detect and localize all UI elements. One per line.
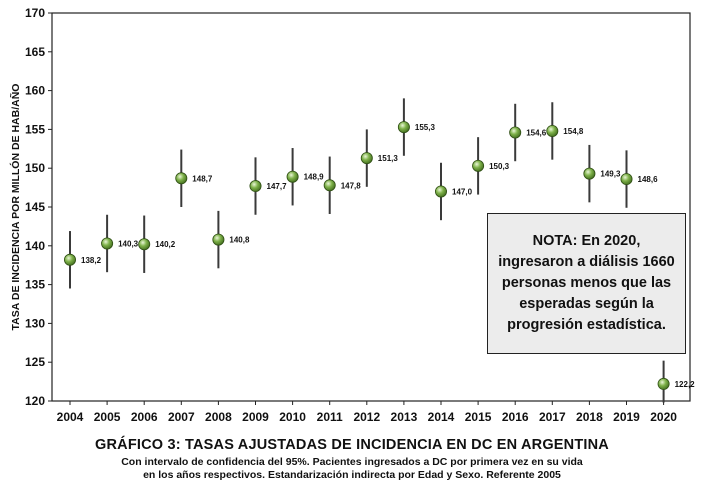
data-point [360,152,373,165]
data-label: 148,9 [304,173,325,182]
data-point [583,167,596,180]
y-tick-label: 120 [25,394,45,408]
x-tick-label: 2014 [428,410,455,424]
data-point [472,159,485,172]
data-point [249,180,262,193]
data-label: 140,8 [229,236,250,245]
chart-title: GRÁFICO 3: TASAS AJUSTADAS DE INCIDENCIA… [95,437,609,453]
data-point [175,172,188,185]
data-label: 148,7 [192,174,213,183]
y-tick-label: 155 [25,122,45,136]
x-tick-label: 2020 [650,410,677,424]
y-axis-label: TASA DE INCIDENCIA POR MILLÓN DE HAB/AÑO [9,84,22,331]
data-label: 138,2 [81,256,102,265]
data-point [286,170,299,183]
data-point [434,185,447,198]
y-tick-label: 165 [25,45,45,59]
y-tick-label: 125 [25,355,45,369]
x-tick-label: 2017 [539,410,566,424]
data-marks: 138,2 140,3 140,2 148,7 140,8 147,7 148,9 147,8… [64,98,696,403]
data-label: 155,3 [415,123,436,132]
x-tick-label: 2011 [317,410,343,424]
x-tick-label: 2008 [205,410,232,424]
data-label: 122,2 [675,380,696,389]
axes: 120 125 130 135 140 145 150 155 160 165 170 2004 200… [9,6,691,424]
data-label: 140,3 [118,239,139,248]
y-tick-label: 170 [25,6,45,20]
data-label: 154,8 [563,127,584,136]
data-point [101,237,114,250]
data-label: 140,2 [155,240,176,249]
x-tick-label: 2010 [279,410,306,424]
data-point [64,253,77,266]
data-point [509,126,522,139]
y-tick-label: 145 [25,200,45,214]
data-label: 154,6 [526,129,547,138]
data-label: 148,6 [638,175,659,184]
note-box: NOTA: En 2020, ingresaron a diálisis 166… [487,213,686,354]
data-point [546,124,559,137]
x-tick-label: 2016 [502,410,529,424]
x-tick-label: 2015 [465,410,492,424]
x-tick-label: 2013 [391,410,418,424]
data-label: 147,8 [341,181,362,190]
x-tick-label: 2009 [242,410,269,424]
data-point [138,238,151,251]
y-tick-label: 160 [25,84,45,98]
y-tick-label: 135 [25,278,45,292]
incidence-chart: 120 125 130 135 140 145 150 155 160 165 170 2004 200… [9,6,696,424]
data-label: 147,7 [267,182,288,191]
x-tick-label: 2004 [57,410,84,424]
x-tick-label: 2007 [168,410,195,424]
data-point [657,377,670,390]
x-tick-label: 2006 [131,410,158,424]
note-text: NOTA: En 2020, ingresaron a diálisis 166… [498,233,675,333]
data-point [397,121,410,134]
x-tick-label: 2012 [353,410,380,424]
chart-subtitle-line2: en los años respectivos. Estandarización… [143,469,561,481]
x-tick-label: 2005 [94,410,121,424]
x-tick-label: 2018 [576,410,603,424]
x-tick-label: 2019 [613,410,640,424]
data-point [620,173,633,186]
data-label: 151,3 [378,154,399,163]
chart-subtitle-line1: Con intervalo de confidencia del 95%. Pa… [121,456,583,468]
y-tick-label: 150 [25,161,45,175]
data-label: 150,3 [489,162,510,171]
data-label: 149,3 [600,170,621,179]
data-point [323,179,336,192]
y-tick-label: 140 [25,239,45,253]
data-point [212,233,225,246]
data-label: 147,0 [452,187,473,196]
y-tick-label: 130 [25,316,45,330]
